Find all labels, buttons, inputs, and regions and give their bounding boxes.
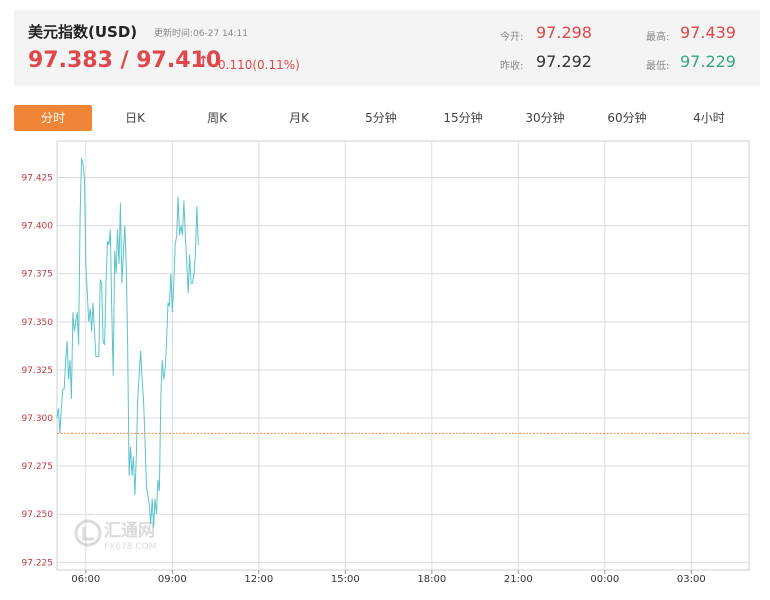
current-price: 97.383 / 97.410 bbox=[28, 48, 222, 73]
x-axis: 06:00 09:00 12:00 15:00 18:00 21:00 00:00 03:00 bbox=[71, 574, 705, 585]
tab-monthly-k[interactable]: 月K bbox=[289, 111, 309, 125]
y-tick-label: 97.375 bbox=[22, 270, 54, 280]
tab-60min[interactable]: 60分钟 bbox=[607, 111, 647, 125]
x-tick-label: 09:00 bbox=[158, 574, 187, 585]
tab-4hour[interactable]: 4小时 bbox=[693, 111, 725, 125]
prev-close-value: 97.292 bbox=[536, 52, 592, 71]
y-tick-label: 97.425 bbox=[22, 174, 54, 184]
y-axis: 97.225 97.250 97.275 97.300 97.325 97.350 97.3… bbox=[22, 174, 54, 569]
open-value: 97.298 bbox=[536, 23, 592, 42]
update-time: 更新时间:06-27 14:11 bbox=[154, 26, 248, 39]
high-label: 最高: bbox=[646, 32, 670, 43]
quote-header: 美元指数(USD) 更新时间:06-27 14:11 97.383 / 97.4… bbox=[14, 10, 760, 86]
price-change: 0.110(0.11%) bbox=[218, 58, 300, 72]
high-value: 97.439 bbox=[680, 23, 736, 42]
tab-weekly-k[interactable]: 周K bbox=[207, 111, 227, 125]
y-tick-label: 97.325 bbox=[22, 366, 54, 376]
y-tick-label: 97.225 bbox=[22, 558, 54, 568]
instrument-title: 美元指数(USD) bbox=[28, 23, 138, 41]
x-tick-label: 18:00 bbox=[417, 574, 446, 585]
x-tick-label: 15:00 bbox=[331, 574, 360, 585]
watermark-logo-icon bbox=[74, 519, 102, 547]
low-label: 最低: bbox=[646, 61, 670, 72]
x-tick-label: 03:00 bbox=[677, 574, 706, 585]
x-tick-label: 00:00 bbox=[590, 574, 619, 585]
watermark: 汇通网 FX678.COM bbox=[74, 519, 157, 552]
tab-30min[interactable]: 30分钟 bbox=[525, 111, 565, 125]
y-tick-label: 97.275 bbox=[22, 462, 54, 472]
y-tick-label: 97.250 bbox=[22, 510, 54, 520]
watermark-name: 汇通网 bbox=[104, 521, 155, 541]
tab-daily-k[interactable]: 日K bbox=[125, 111, 145, 125]
x-tick-label: 12:00 bbox=[244, 574, 273, 585]
tab-5min[interactable]: 5分钟 bbox=[365, 111, 397, 125]
tab-15min[interactable]: 15分钟 bbox=[443, 111, 483, 125]
y-tick-label: 97.400 bbox=[22, 222, 54, 232]
timeframe-tabs: 分时 日K 周K 月K 5分钟 15分钟 30分钟 60分钟 4小时 bbox=[14, 105, 758, 131]
plot-frame bbox=[56, 140, 750, 571]
chart-grid bbox=[56, 140, 750, 574]
price-series-line bbox=[56, 158, 199, 528]
up-arrow-icon: ↑ bbox=[198, 54, 209, 69]
tab-intraday[interactable]: 分时 bbox=[14, 105, 92, 131]
y-tick-label: 97.300 bbox=[22, 414, 54, 424]
x-tick-label: 06:00 bbox=[71, 574, 100, 585]
update-label: 更新时间: bbox=[154, 29, 194, 39]
prev-close-label: 昨收: bbox=[500, 61, 524, 72]
low-value: 97.229 bbox=[680, 52, 736, 71]
x-tick-label: 21:00 bbox=[504, 574, 533, 585]
y-tick-label: 97.350 bbox=[22, 318, 54, 328]
watermark-logo-mark-icon bbox=[82, 527, 94, 541]
open-label: 今开: bbox=[500, 32, 524, 43]
watermark-site: FX678.COM bbox=[104, 542, 157, 552]
update-time-value: 06-27 14:11 bbox=[193, 29, 248, 39]
